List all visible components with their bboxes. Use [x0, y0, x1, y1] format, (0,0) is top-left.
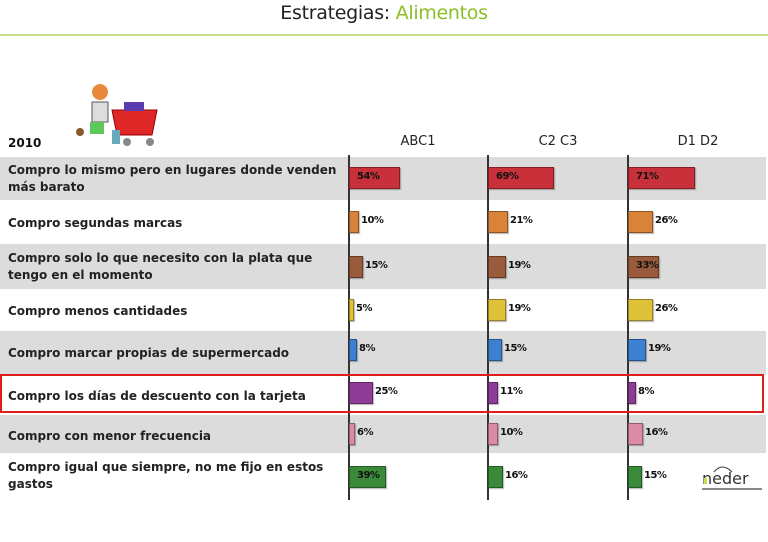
bar-value-label: 25%: [375, 386, 398, 397]
bar-value-label: 15%: [504, 343, 527, 354]
bar-value-label: 33%: [636, 260, 659, 271]
bar: [488, 382, 498, 404]
bar: [628, 339, 646, 361]
bar: [628, 299, 653, 321]
bar-value-label: 15%: [644, 470, 667, 481]
column-header-c2c3: C2 C3: [538, 134, 578, 149]
bar-value-label: 69%: [496, 171, 519, 182]
bar-value-label: 19%: [508, 303, 531, 314]
chart-row: Compro los días de descuento con la tarj…: [0, 375, 768, 413]
bar: [488, 167, 554, 189]
svg-text:neder: neder: [702, 469, 749, 488]
bar-value-label: 54%: [357, 171, 380, 182]
bar-value-label: 15%: [365, 260, 388, 271]
bar-value-label: 6%: [357, 427, 373, 438]
bar: [349, 423, 355, 445]
column-header-abc1: ABC1: [400, 134, 436, 149]
bar-value-label: 10%: [500, 427, 523, 438]
bar-value-label: 10%: [361, 215, 384, 226]
year-label: 2010: [8, 136, 42, 150]
bar-value-label: 71%: [636, 171, 659, 182]
row-label: Compro segundas marcas: [8, 216, 183, 230]
bar: [488, 466, 503, 488]
bar-value-label: 39%: [357, 470, 380, 481]
bar-value-label: 8%: [359, 343, 375, 354]
title-divider: [0, 34, 768, 36]
bar: [349, 339, 357, 361]
row-label: Compro igual que siempre, no me fijo en …: [8, 460, 324, 491]
chart-row: Compro segundas marcas: [0, 200, 768, 244]
bar-value-label: 16%: [645, 427, 668, 438]
bar: [628, 256, 659, 278]
bar-value-label: 5%: [356, 303, 372, 314]
row-label: Compro solo lo que necesito con la plata…: [8, 251, 313, 282]
bar: [488, 211, 508, 233]
row-label: Compro marcar propias de supermercado: [8, 346, 290, 360]
bar: [628, 382, 636, 404]
bar: [349, 299, 354, 321]
bar: [349, 382, 373, 404]
bar-value-label: 26%: [655, 215, 678, 226]
bar: [628, 211, 653, 233]
bar: [349, 167, 400, 189]
bar: [628, 167, 695, 189]
row-label: Compro menos cantidades: [8, 304, 188, 318]
bar: [349, 211, 359, 233]
chart-row: Compro igual que siempre, no me fijo en …: [0, 453, 768, 501]
neder-logo-icon: neder: [702, 466, 762, 490]
highlight-box: [0, 374, 764, 413]
row-label: Compro lo mismo pero en lugares donde ve…: [8, 163, 337, 194]
bar-value-label: 21%: [510, 215, 533, 226]
bar-value-label: 11%: [500, 386, 523, 397]
bar: [488, 339, 502, 361]
row-label: Compro con menor frecuencia: [8, 429, 212, 443]
bar-value-label: 16%: [505, 470, 528, 481]
column-header-d1d2: D1 D2: [677, 134, 719, 149]
bar-value-label: 8%: [638, 386, 654, 397]
title-highlight: Alimentos: [395, 2, 488, 24]
shopping-cart-illustration-icon: [76, 84, 158, 146]
chart-row: Compro solo lo que necesito con la plata…: [0, 244, 768, 289]
page-title: Estrategias: Alimentos: [0, 2, 768, 24]
bar-value-label: 19%: [508, 260, 531, 271]
title-prefix: Estrategias:: [280, 2, 390, 24]
bar: [488, 299, 506, 321]
row-label: Compro los días de descuento con la tarj…: [8, 389, 306, 403]
bar: [349, 256, 363, 278]
axis-c2c3: [487, 155, 489, 500]
bar-value-label: 19%: [648, 343, 671, 354]
bar: [488, 256, 506, 278]
bar: [349, 466, 386, 488]
bar: [628, 423, 643, 445]
bar-value-label: 26%: [655, 303, 678, 314]
bar: [488, 423, 498, 445]
chart-row: Compro menos cantidades: [0, 289, 768, 331]
bar: [628, 466, 642, 488]
axis-d1d2: [627, 155, 629, 500]
axis-abc1: [348, 155, 350, 500]
